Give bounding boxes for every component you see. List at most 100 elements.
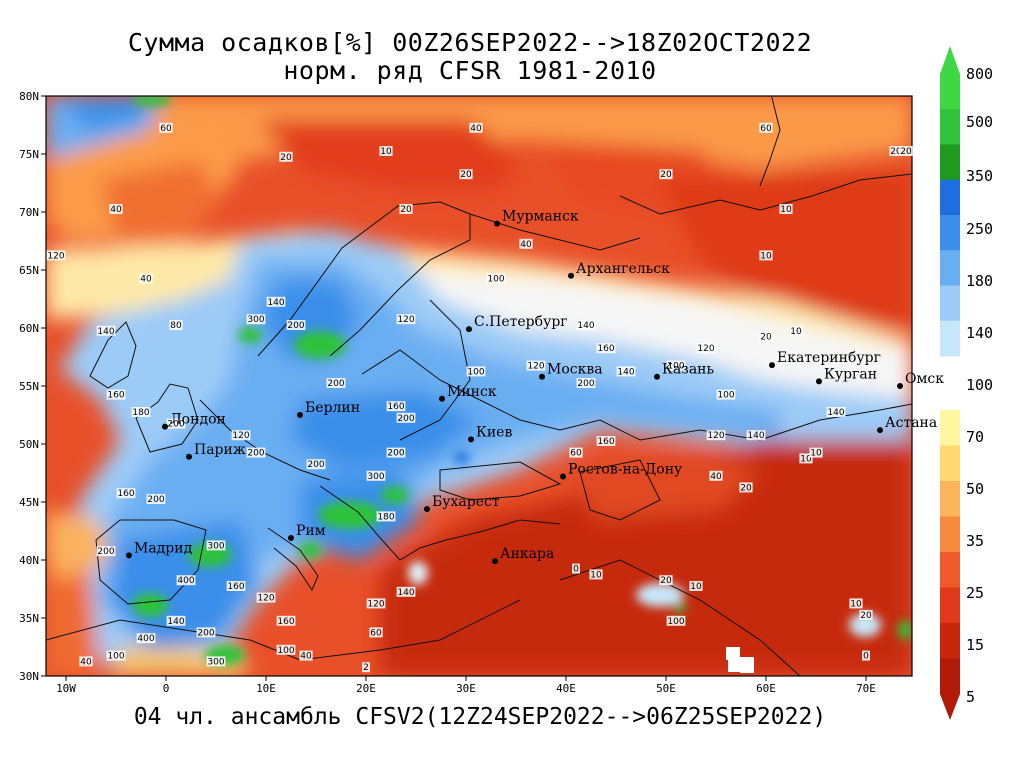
city-label: Киев — [476, 424, 512, 440]
contour-value-bg — [596, 436, 616, 446]
city-dot — [186, 453, 192, 460]
contour-value: 160 — [597, 344, 614, 354]
colorbar-label: 100 — [966, 376, 993, 394]
contour-value: 40 — [110, 205, 122, 215]
colorbar-swatch — [940, 250, 960, 286]
colorbar-legend: 800 500 350 250 180 140 100 70 50 35 25 15 5 — [940, 46, 993, 720]
city-dot — [816, 378, 822, 385]
contour-value: 10 — [800, 454, 812, 464]
contour-value: 200 — [167, 420, 184, 430]
colorbar-swatch — [940, 587, 960, 624]
colorbar-label: 180 — [966, 272, 993, 290]
colorbar-lower-segment — [940, 410, 960, 695]
contour-value: 60 — [570, 449, 582, 459]
contour-value-bg — [709, 470, 723, 481]
contour-value: 200 — [247, 449, 264, 459]
contour-value-bg — [596, 343, 616, 354]
lat-tick-label: 70N — [19, 206, 39, 219]
contour-value-bg — [246, 314, 266, 325]
contour-value: 100 — [277, 646, 294, 656]
contour-value-bg — [166, 418, 186, 429]
colorbar-swatch — [940, 285, 960, 322]
contour-value: 40 — [140, 275, 152, 285]
city-label: Астана — [885, 415, 937, 431]
contour-value: 0 — [863, 652, 869, 662]
colorbar-bottom-arrow — [940, 694, 960, 720]
contour-value: 20 — [660, 576, 672, 586]
colorbar-label: 500 — [966, 113, 993, 131]
contour-value-bg — [159, 122, 173, 133]
contour-value: 2 — [363, 663, 369, 673]
contour-value-bg — [572, 563, 580, 574]
colorbar-swatch — [940, 410, 960, 446]
contour-value: 200 — [307, 460, 324, 470]
contour-value: 20 — [890, 147, 902, 157]
contour-value: 160 — [387, 402, 404, 412]
colorbar-swatch — [940, 320, 960, 357]
contour-value-bg — [809, 447, 823, 458]
contour-value: 160 — [117, 489, 134, 499]
city-dot — [494, 220, 500, 227]
contour-value-bg — [362, 662, 370, 673]
colorbar-swatch — [940, 74, 960, 110]
contour-value-bg — [759, 122, 773, 133]
contour-value: 140 — [577, 321, 594, 331]
contour-value-bg — [246, 447, 266, 458]
contour-value-bg — [789, 325, 803, 336]
contour-value-bg — [399, 204, 413, 214]
contour-value: 10 — [780, 205, 792, 215]
colorbar-label: 50 — [966, 480, 984, 498]
contour-value: 100 — [487, 275, 504, 285]
colorbar-label: 70 — [966, 428, 984, 446]
contour-value: 400 — [177, 576, 194, 586]
contour-value: 140 — [827, 408, 844, 418]
lat-tick-label: 35N — [19, 612, 39, 625]
contour-value: 200 — [577, 379, 594, 389]
contour-value-bg — [136, 633, 156, 644]
contour-value-bg — [379, 146, 393, 156]
ensemble-footer: 04 чл. ансамбль CFSV2(12Z24SEP2022-->06Z… — [133, 704, 827, 730]
contour-value-bg — [96, 325, 116, 336]
precipitation-field — [46, 96, 912, 676]
colorbar-swatch — [940, 623, 960, 659]
contour-value: 20 — [280, 153, 292, 163]
contour-value-bg — [862, 650, 870, 661]
contour-value: 60 — [760, 124, 772, 134]
colorbar-upper-segment — [940, 74, 960, 357]
contour-value-bg — [286, 320, 306, 330]
lat-tick-label: 65N — [19, 264, 39, 277]
contour-value-bg — [746, 430, 766, 441]
contour-value-bg — [366, 598, 386, 609]
city-label: Москва — [547, 362, 603, 378]
contour-value: 160 — [277, 617, 294, 627]
contour-value: 160 — [227, 582, 244, 592]
contour-value-bg — [759, 250, 773, 261]
lat-tick-label: 80N — [19, 90, 39, 103]
contour-value: 140 — [267, 298, 284, 308]
contour-value: 20 — [660, 170, 672, 180]
contour-value-bg — [276, 644, 296, 655]
lon-tick-label: 60E — [756, 682, 776, 695]
contour-value-bg — [306, 459, 326, 470]
contour-value: 40 — [520, 240, 532, 250]
city-dot — [560, 473, 566, 480]
colorbar-swatch — [940, 445, 960, 482]
contour-value: 200 — [197, 628, 214, 638]
contour-value-bg — [689, 581, 703, 591]
city-label: Курган — [824, 366, 877, 382]
city-dot — [288, 534, 294, 541]
city-label: Анкара — [500, 546, 554, 562]
colorbar-swatch — [940, 516, 960, 553]
city-label: Омск — [905, 371, 944, 387]
colorbar-label: 250 — [966, 220, 993, 238]
contour-value: 20 — [760, 333, 772, 343]
contour-value-bg — [696, 343, 716, 354]
contour-value: 20 — [740, 483, 752, 493]
contour-value-bg — [231, 430, 251, 441]
contour-value-bg — [79, 656, 93, 667]
contour-value-bg — [386, 401, 406, 412]
city-label: Берлин — [305, 400, 360, 416]
city-dot — [297, 412, 303, 418]
contour-value: 180 — [377, 512, 394, 522]
contour-value-bg — [459, 169, 473, 180]
